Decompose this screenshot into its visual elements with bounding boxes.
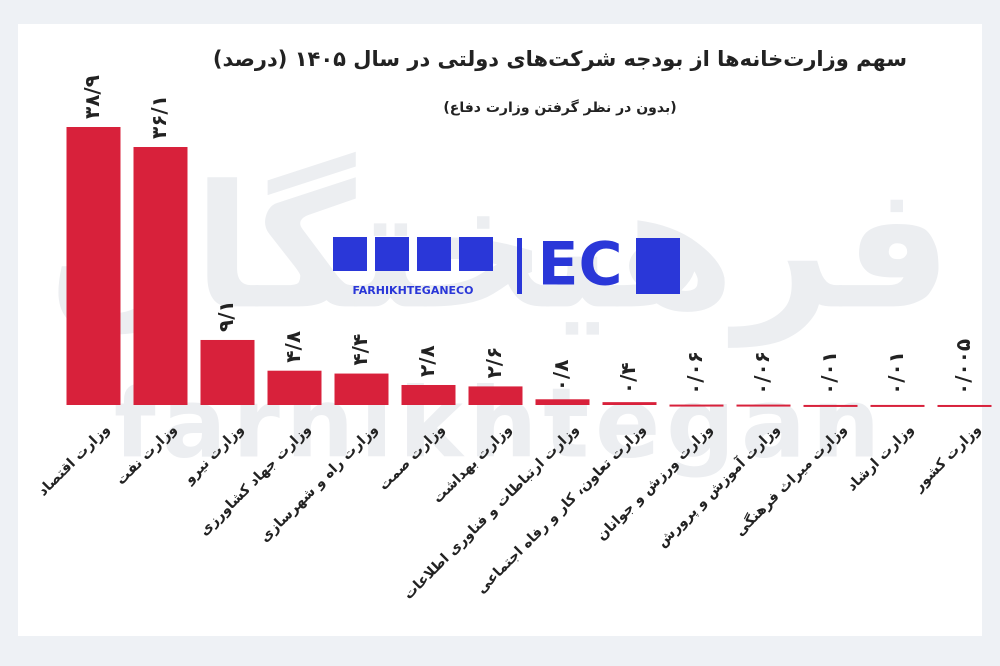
chart-subtitle: (بدون در نظر گرفتن وزارت دفاع) <box>443 99 676 116</box>
value-label: ۹/۱ <box>214 300 238 332</box>
bar <box>468 386 523 405</box>
value-label: ۳۸/۹ <box>80 75 104 119</box>
bar <box>535 399 590 405</box>
bar <box>669 404 724 407</box>
logo-text: FARHIKHTEGANECO <box>353 284 474 297</box>
value-label: ۰/۰۶ <box>750 351 774 395</box>
value-label: ۰/۰۰۵ <box>951 339 975 395</box>
value-label: ۰/۰۶ <box>683 351 707 395</box>
watermark: فرهیختگان <box>48 149 952 348</box>
bar <box>66 127 121 405</box>
logo-icon <box>333 237 367 271</box>
bar <box>937 404 992 407</box>
logo-box <box>636 238 680 294</box>
logo-mark: EC <box>537 230 622 300</box>
bar <box>736 404 791 407</box>
logo-icon <box>375 237 409 271</box>
chart-title: سهم وزارت‌خانه‌ها از بودجه شرکت‌های دولت… <box>213 47 907 71</box>
bar <box>200 339 255 405</box>
value-label: ۴/۸ <box>281 331 305 363</box>
value-label: ۰/۰۱ <box>884 351 908 395</box>
logo-icon <box>417 237 451 271</box>
bar <box>267 370 322 405</box>
value-label: ۲/۶ <box>482 347 506 379</box>
logo: FARHIKHTEGANECO EC <box>333 230 680 300</box>
bar <box>870 404 925 407</box>
bar <box>334 373 389 405</box>
value-label: ۳۶/۱ <box>147 95 171 139</box>
value-label: ۴/۴ <box>348 334 372 366</box>
bar <box>803 404 858 407</box>
value-label: ۰/۴ <box>616 362 640 394</box>
bar <box>401 384 456 405</box>
value-label: ۲/۸ <box>415 345 439 377</box>
value-label: ۰/۰۱ <box>817 351 841 395</box>
value-label: ۰/۸ <box>549 360 573 392</box>
bar <box>133 147 188 405</box>
bar <box>602 402 657 405</box>
logo-icon <box>459 237 493 271</box>
logo-bar <box>517 238 522 294</box>
